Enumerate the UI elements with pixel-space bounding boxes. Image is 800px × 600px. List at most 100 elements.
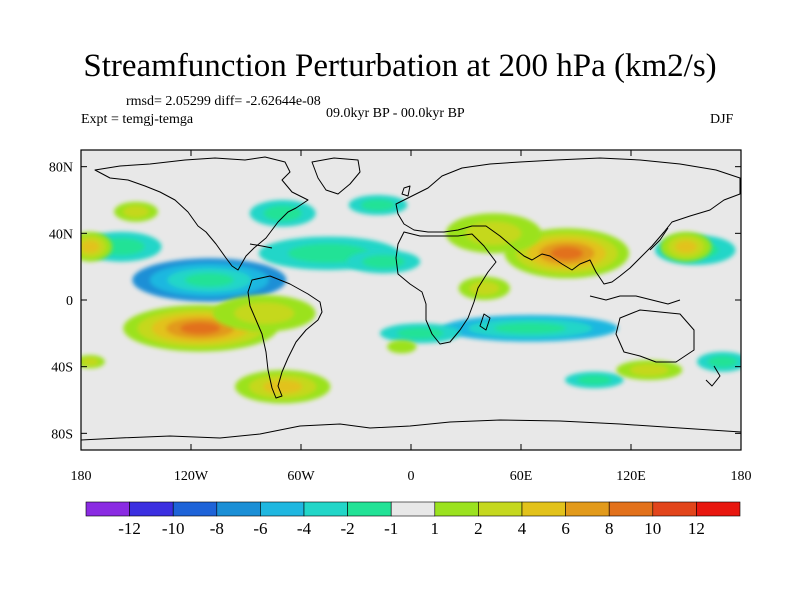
colorbar-label: 4	[518, 519, 527, 538]
contour-level	[180, 322, 221, 335]
coastline-greenland	[311, 157, 361, 195]
colorbar-swatch	[260, 501, 305, 517]
coastline-eurasia	[395, 157, 741, 285]
contour-level	[707, 355, 738, 368]
contour-level	[234, 302, 295, 324]
coastline-north-america	[94, 156, 309, 271]
field-feature	[565, 371, 624, 389]
contour-level	[360, 199, 396, 211]
colorbar-label: -4	[297, 519, 312, 538]
colorbar-swatch	[565, 501, 610, 517]
colorbar-swatch	[303, 501, 348, 517]
colorbar-label: 8	[605, 519, 614, 538]
colorbar-label: 2	[474, 519, 483, 538]
colorbar: -12 -10 -8 -6 -4 -2 -1 1 2 4 6 8 10 12	[85, 501, 741, 538]
chart-title: Streamfunction Perturbation at 200 hPa (…	[83, 48, 717, 84]
x-tick-label: 60W	[287, 469, 315, 484]
colorbar-swatch	[521, 501, 566, 517]
field-feature	[697, 351, 741, 372]
colorbar-label: -8	[210, 519, 224, 538]
field-feature	[348, 195, 408, 215]
colorbar-swatch	[129, 501, 174, 517]
colorbar-label: -12	[118, 519, 141, 538]
colorbar-swatch	[434, 501, 479, 517]
coastline-madagascar	[479, 313, 491, 331]
y-tick-label: 80N	[49, 161, 73, 176]
coastline-south-america	[247, 275, 323, 399]
contour-level	[469, 281, 500, 296]
contour-fields	[81, 195, 741, 404]
coastline-africa	[395, 231, 497, 345]
y-tick-label: 0	[66, 294, 73, 309]
field-feature	[114, 201, 158, 222]
season-label: DJF	[710, 112, 734, 127]
coastlines	[81, 156, 741, 441]
x-tick-label: 180	[71, 469, 92, 484]
colorbar-swatch	[347, 501, 392, 517]
colorbar-swatch	[696, 501, 741, 517]
coastline-indonesia	[589, 295, 681, 305]
x-tick-label: 180	[731, 469, 752, 484]
x-tick-label: 0	[408, 469, 415, 484]
colorbar-label: 6	[561, 519, 570, 538]
coastline-british-isles	[401, 185, 411, 197]
contour-level	[387, 340, 417, 354]
field-feature	[660, 231, 712, 262]
y-tick-label: 40S	[51, 361, 73, 376]
colorbar-label: -10	[162, 519, 185, 538]
contour-level	[263, 379, 303, 394]
colorbar-label: 10	[644, 519, 661, 538]
field-feature	[235, 370, 331, 404]
contour-level	[577, 375, 612, 385]
coastline-australia	[615, 309, 695, 363]
colorbar-swatch	[85, 501, 130, 517]
field-feature	[132, 258, 287, 302]
contour-level	[675, 240, 697, 253]
contour-level	[550, 246, 583, 260]
coastline-caribbean	[249, 243, 273, 249]
axis-ticks: 180 120W 60W 0 60E 120E 180 80N 40N 0 40S 80S	[49, 150, 752, 484]
colorbar-swatch	[216, 501, 261, 517]
colorbar-label: -6	[253, 519, 267, 538]
y-tick-label: 40N	[49, 227, 73, 242]
colorbar-label: 12	[688, 519, 705, 538]
y-tick-label: 80S	[51, 427, 73, 442]
contour-level	[362, 254, 405, 269]
field-feature	[616, 360, 683, 380]
field-feature	[445, 213, 542, 254]
coastline-new-zealand	[705, 365, 721, 387]
coastline-japan	[649, 227, 669, 251]
colorbar-label: -1	[384, 519, 398, 538]
rmsd-diff-label: rmsd= 2.05299 diff= -2.62644e-08	[126, 94, 321, 109]
contour-level	[396, 327, 444, 340]
colorbar-swatch	[478, 501, 523, 517]
colorbar-swatch	[172, 501, 218, 517]
x-tick-label: 60E	[510, 469, 533, 484]
contour-level	[494, 322, 567, 334]
field-feature	[81, 231, 113, 262]
x-tick-label: 120E	[616, 469, 646, 484]
field-feature	[212, 295, 316, 332]
contour-level	[465, 221, 522, 245]
colorbar-swatch	[608, 501, 654, 517]
contour-level	[123, 205, 149, 218]
colorbar-label: -2	[341, 519, 355, 538]
field-feature	[458, 276, 510, 300]
x-tick-label: 120W	[174, 469, 209, 484]
field-feature	[387, 340, 417, 354]
contour-level	[630, 364, 669, 376]
experiment-label: Expt = temgj-temga	[81, 112, 194, 127]
coastline-antarctica	[81, 419, 741, 441]
field-feature	[249, 200, 316, 227]
field-feature	[81, 355, 105, 369]
colorbar-swatch	[390, 501, 436, 517]
period-label: 09.0kyr BP - 00.0kyr BP	[326, 106, 465, 121]
field-feature	[346, 250, 421, 274]
contour-level	[81, 240, 100, 253]
colorbar-swatch	[652, 501, 697, 517]
field-feature	[442, 315, 619, 342]
contour-level	[81, 357, 99, 366]
field-feature	[379, 323, 461, 344]
colorbar-label: 1	[431, 519, 440, 538]
